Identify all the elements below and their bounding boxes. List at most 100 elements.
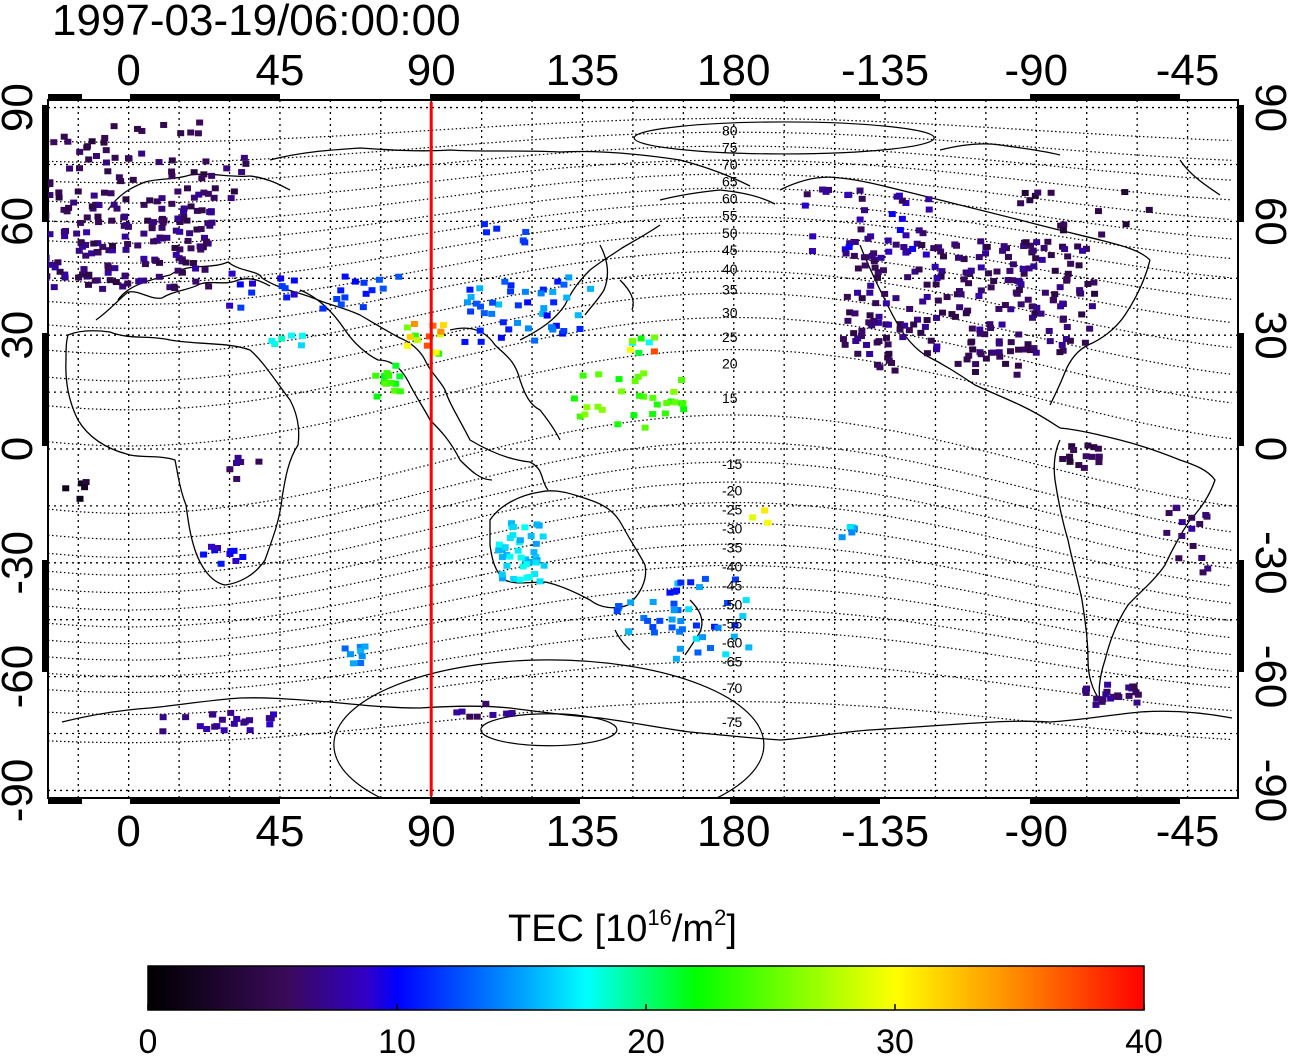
tec-cell: [1199, 569, 1207, 576]
tec-cell: [1026, 347, 1034, 354]
tec-cell: [661, 410, 669, 417]
tec-cell: [627, 599, 635, 606]
tec-cell: [581, 411, 589, 418]
tec-cell: [1056, 284, 1064, 291]
tec-cell: [854, 265, 862, 272]
tec-cell: [951, 313, 959, 320]
tec-cell: [1009, 261, 1017, 268]
tec-cell: [498, 571, 506, 578]
tec-cell: [975, 254, 983, 261]
tec-observations: [48, 119, 1212, 735]
tec-cell: [48, 212, 50, 219]
tec-cell: [1032, 349, 1040, 356]
tec-cell: [148, 225, 156, 232]
tec-cell: [76, 495, 84, 502]
tec-cell: [640, 614, 648, 621]
right-latitude-label: 30: [1246, 311, 1292, 360]
tec-cell: [521, 288, 529, 295]
contour-label: 40: [722, 261, 738, 277]
tec-cell: [841, 246, 849, 253]
tec-cell: [995, 305, 1003, 312]
tec-cell: [153, 198, 161, 205]
right-latitude-label: -30: [1246, 531, 1292, 595]
tec-cell: [458, 708, 466, 715]
tec-cell: [466, 286, 474, 293]
tec-cell: [858, 195, 866, 202]
tec-cell: [524, 325, 532, 332]
tec-cell: [909, 245, 917, 252]
tec-cell: [51, 264, 59, 271]
tec-cell: [1080, 464, 1088, 471]
tec-cell: [521, 524, 529, 531]
south-pole-contour: [333, 659, 765, 798]
tec-cell: [1007, 339, 1015, 346]
tec-cell: [99, 243, 107, 250]
tec-cell: [526, 558, 534, 565]
tec-cell: [110, 123, 118, 130]
top-longitude-label: 135: [546, 46, 619, 95]
tec-cell: [202, 158, 210, 165]
tec-cell: [1056, 349, 1064, 356]
tec-cell: [144, 217, 152, 224]
tec-cell: [960, 276, 968, 283]
tec-cell: [105, 247, 113, 254]
tec-cell: [1062, 336, 1070, 343]
tec-cell: [858, 295, 866, 302]
tec-cell: [915, 227, 923, 234]
tec-cell: [168, 173, 176, 180]
tec-cell: [63, 208, 71, 215]
tec-cell: [677, 618, 685, 625]
tec-cell: [554, 278, 562, 285]
tec-cell: [679, 400, 687, 407]
tec-cell: [299, 332, 307, 339]
tec-cell: [186, 230, 194, 237]
tec-cell: [396, 388, 404, 395]
contour-line: [48, 660, 1232, 716]
tec-cell: [208, 172, 216, 179]
tec-cell: [986, 321, 994, 328]
tec-cell: [473, 713, 481, 720]
left-latitude-label: 60: [0, 197, 42, 246]
tec-cell: [158, 205, 166, 212]
tec-cell: [618, 388, 626, 395]
tec-cell: [874, 274, 882, 281]
tec-cell: [198, 207, 206, 214]
tec-cell: [362, 290, 370, 297]
coastlines: [61, 143, 1233, 741]
contour-label: 70: [722, 156, 738, 172]
tec-cell: [969, 346, 977, 353]
tec-cell: [552, 322, 560, 329]
tec-cell: [677, 579, 685, 586]
tec-cell: [1081, 339, 1089, 346]
tec-cell: [1019, 265, 1027, 272]
tec-cell: [124, 155, 132, 162]
contour-label: -70: [722, 680, 742, 696]
tec-cell: [513, 319, 521, 326]
tec-cell: [509, 532, 517, 539]
tec-cell: [1068, 443, 1076, 450]
tec-cell: [923, 317, 931, 324]
tec-cell: [640, 370, 648, 377]
tec-cell: [194, 130, 202, 137]
tec-cell: [85, 281, 93, 288]
tec-cell: [731, 622, 739, 629]
tec-cell: [226, 550, 234, 557]
contour-line: [48, 145, 1232, 184]
tec-cell: [1059, 456, 1067, 463]
tec-cell: [989, 349, 997, 356]
tec-cell: [489, 299, 497, 306]
tec-cell: [976, 330, 984, 337]
contour-label: -50: [722, 597, 742, 613]
tec-cell: [574, 312, 582, 319]
tec-cell: [278, 283, 286, 290]
tec-cell: [870, 258, 878, 265]
tec-cell: [180, 213, 188, 220]
tec-cell: [208, 219, 216, 226]
tec-cell: [1061, 246, 1069, 253]
tec-cell: [902, 232, 910, 239]
tec-cell: [290, 291, 298, 298]
tec-cell: [672, 655, 680, 662]
tec-cell: [1015, 286, 1023, 293]
tec-cell: [201, 234, 209, 241]
tec-cell: [999, 247, 1007, 254]
